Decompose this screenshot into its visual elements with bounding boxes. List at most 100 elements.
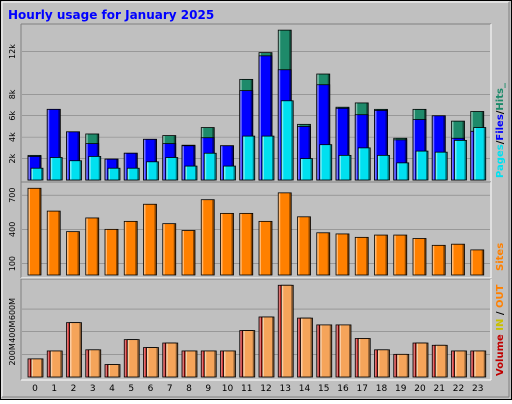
sites-bar-shadow xyxy=(424,238,426,275)
pages-bar-highlight xyxy=(108,168,110,180)
out-bar xyxy=(454,350,467,378)
sites-bar xyxy=(277,192,292,276)
out-bar-fill xyxy=(319,324,332,377)
pages-bar-fill xyxy=(223,166,236,180)
pages-bar xyxy=(473,127,487,181)
sites-bar-highlight xyxy=(220,213,223,275)
sites-bar-outline xyxy=(316,232,331,276)
files-bar-highlight xyxy=(143,139,146,180)
files-bar-highlight xyxy=(182,145,184,180)
out-bar-shadow xyxy=(195,350,197,377)
out-bar-fill xyxy=(146,347,159,377)
out-bar-fill xyxy=(281,285,294,377)
pages-bar-fill xyxy=(339,155,351,180)
sites-bar-highlight xyxy=(451,244,454,275)
sites-bar xyxy=(335,233,350,276)
out-bar-shadow xyxy=(41,358,43,377)
hour-label: 11 xyxy=(241,384,252,394)
sites-bar-outline xyxy=(239,212,254,276)
out-bar-outline xyxy=(49,350,63,378)
out-bar xyxy=(107,364,121,378)
volume-bar-highlight xyxy=(66,322,69,377)
out-bar-highlight xyxy=(88,349,91,377)
out-bar-outline xyxy=(126,339,140,378)
legend-pages-files-hits-part: / xyxy=(495,140,506,144)
out-bar-shadow xyxy=(272,316,274,377)
sites-bar xyxy=(316,232,331,276)
out-bar-outline xyxy=(280,284,294,378)
pages-bar-fill xyxy=(358,147,371,180)
out-bar xyxy=(165,342,179,378)
out-bar-highlight xyxy=(358,338,361,377)
out-bar-shadow xyxy=(310,318,313,377)
sites-bar-highlight xyxy=(336,233,338,275)
hour-label: 2 xyxy=(71,384,77,394)
sites-bar-fill xyxy=(451,244,465,275)
legend-volume-in-out-part: OUT xyxy=(495,284,506,308)
pages-bar xyxy=(357,147,371,181)
sites-bar-shadow xyxy=(77,231,80,275)
files-bar-shadow xyxy=(347,108,349,180)
pages-bar-outline xyxy=(357,147,371,181)
volume-bar-highlight xyxy=(393,354,396,377)
files-bar-shadow xyxy=(154,139,157,180)
pages-bar-outline xyxy=(473,127,487,181)
out-bar-highlight xyxy=(262,316,264,377)
out-bar-highlight xyxy=(165,343,168,377)
pages-bar-outline xyxy=(223,165,236,181)
out-bar-outline xyxy=(69,322,82,378)
files-bar-shadow xyxy=(366,114,369,180)
hour-label: 1 xyxy=(51,384,57,394)
pages-bar-shadow xyxy=(60,157,63,180)
legend-volume-in-out-part: / xyxy=(495,311,506,315)
volume-bar-highlight xyxy=(316,324,319,377)
pages-bar-shadow xyxy=(156,161,159,180)
sites-bar-shadow xyxy=(231,213,234,275)
files-bar-highlight xyxy=(278,69,281,180)
sites-bar-shadow xyxy=(289,192,292,275)
legend-volume-in-out: Volume IN / OUT xyxy=(495,284,506,376)
sites-bar-highlight xyxy=(297,216,300,275)
sites-bar-outline xyxy=(220,212,234,276)
hour-label: 7 xyxy=(167,384,173,394)
out-bar-shadow xyxy=(175,343,178,377)
hour-label: 8 xyxy=(186,384,192,394)
pages-bar xyxy=(30,167,44,181)
out-bar-fill xyxy=(223,350,236,377)
sites-bar-shadow xyxy=(193,230,195,275)
volume-bar-highlight xyxy=(432,345,435,377)
out-bar-outline xyxy=(396,353,410,378)
hour-label: 5 xyxy=(128,384,134,394)
sites-bar-outline xyxy=(412,238,427,276)
pages-bar-fill xyxy=(88,156,101,180)
pages-bar-outline xyxy=(146,161,159,181)
pages-bar xyxy=(49,157,63,181)
pages-bar-shadow xyxy=(272,136,274,180)
volume-bar-highlight xyxy=(470,350,473,377)
sites-bar-outline xyxy=(258,220,273,276)
pages-bar-fill xyxy=(50,157,63,180)
pages-bar xyxy=(396,162,410,181)
sites-bar-fill xyxy=(278,192,292,275)
files-bar-highlight xyxy=(297,126,300,180)
pages-bar-outline xyxy=(396,162,410,181)
sites-bar-fill xyxy=(297,216,311,275)
pages-bar xyxy=(203,152,217,181)
sites-bar-shadow xyxy=(250,213,253,275)
pages-bar-outline xyxy=(338,154,352,181)
sites-bar-shadow xyxy=(58,211,61,275)
pages-bar-highlight xyxy=(146,161,149,180)
files-bar-highlight xyxy=(374,110,377,180)
sites-bar-fill xyxy=(259,221,272,275)
volume-bar-highlight xyxy=(47,350,50,377)
volume-bar-highlight xyxy=(220,350,223,377)
sites-bar-fill xyxy=(85,217,99,275)
hour-label: 19 xyxy=(395,384,407,394)
out-bar-fill xyxy=(473,350,486,377)
sites-bar-outline xyxy=(200,199,215,276)
pages-bar-outline xyxy=(242,135,256,181)
pages-bar-outline xyxy=(319,144,333,181)
pages-bar-shadow xyxy=(214,153,217,180)
sites-bar-fill xyxy=(432,245,446,275)
volume-bar-highlight xyxy=(374,349,377,377)
